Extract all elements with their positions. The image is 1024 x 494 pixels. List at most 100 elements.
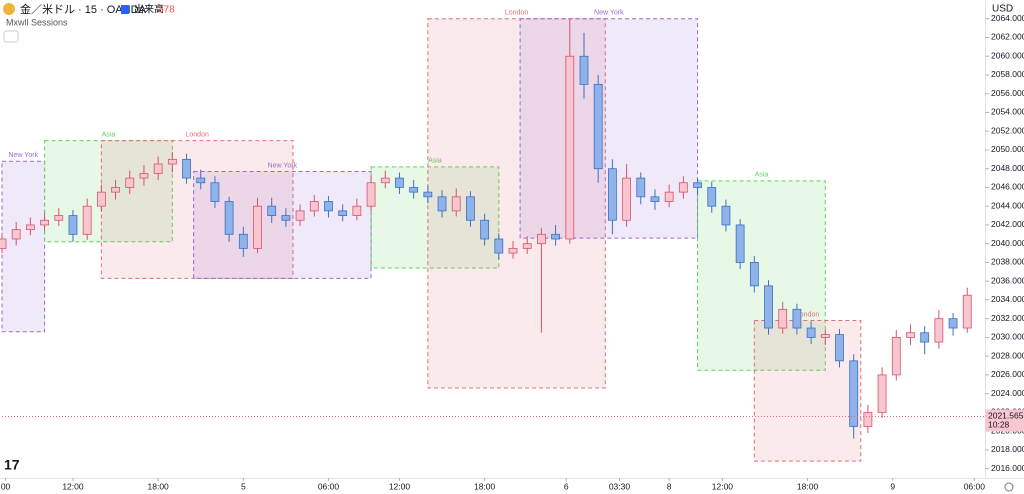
candle-body xyxy=(267,205,277,216)
candle-body xyxy=(82,205,92,235)
candle-body xyxy=(820,334,830,338)
candle-body xyxy=(835,334,844,362)
candle-body xyxy=(96,191,106,207)
candle-body xyxy=(607,168,617,221)
y-tick-label: 2044.000 xyxy=(991,200,1024,210)
session-box xyxy=(697,180,826,371)
candle-body xyxy=(707,187,717,207)
candle-body xyxy=(466,196,475,221)
candle-body xyxy=(295,210,305,221)
candle-body xyxy=(565,55,575,240)
candle-body xyxy=(224,201,234,235)
session-label: Asia xyxy=(428,158,442,165)
candle-body xyxy=(182,158,191,179)
x-tick-label: 6 xyxy=(564,481,569,491)
settings-icon[interactable] xyxy=(1004,482,1014,492)
candle-body xyxy=(366,182,376,207)
x-tick-label: 06:00 xyxy=(964,481,986,491)
candle-body xyxy=(806,327,816,338)
candle-body xyxy=(437,196,447,212)
candle-body xyxy=(749,262,759,287)
session-label: London xyxy=(186,131,209,138)
x-tick-label: 06:00 xyxy=(318,481,340,491)
candle-body xyxy=(111,187,120,193)
symbol: 金／米ドル · 15 · OANDA xyxy=(20,2,147,16)
candle-body xyxy=(281,215,291,221)
y-tick-label: 2034.000 xyxy=(991,294,1024,304)
candle-body xyxy=(324,201,333,212)
candle-body xyxy=(125,177,135,188)
x-tick-label: 18:00 xyxy=(474,481,496,491)
x-tick-label: 18:00 xyxy=(797,481,819,491)
candle-body xyxy=(309,201,319,212)
session-label: New York xyxy=(268,162,298,169)
session-label: Asia xyxy=(102,131,116,138)
y-tick-label: 2040.000 xyxy=(991,238,1024,248)
y-tick-label: 2052.000 xyxy=(991,125,1024,135)
x-tick-label: 12:00 xyxy=(389,481,411,491)
y-tick-label: 2018.000 xyxy=(991,444,1024,454)
candle-body xyxy=(395,177,404,188)
y-tick-label: 2046.000 xyxy=(991,182,1024,192)
candle-body xyxy=(778,308,788,329)
candle-body xyxy=(678,182,688,193)
candle-body xyxy=(636,177,646,198)
candle-body xyxy=(792,308,802,329)
session-label: London xyxy=(796,311,819,318)
y-tick-label: 2026.000 xyxy=(991,369,1024,379)
candle-body xyxy=(906,332,915,338)
candle-body xyxy=(920,332,930,343)
candle-body xyxy=(153,163,163,174)
candles xyxy=(0,18,972,439)
x-tick-label: 00 xyxy=(1,481,11,491)
x-tick-label: 9 xyxy=(890,481,895,491)
candle-body xyxy=(139,172,149,179)
volume-label: 出来高 xyxy=(134,3,164,16)
candle-body xyxy=(508,247,518,254)
symbol-icon xyxy=(3,3,15,15)
indicator-name: Mxwll Sessions xyxy=(6,17,68,27)
collapse-button[interactable] xyxy=(3,30,19,43)
x-tick-label: 03:30 xyxy=(609,481,631,491)
candle-body xyxy=(877,374,887,413)
candle-body xyxy=(494,238,504,254)
candle-body xyxy=(934,318,944,343)
candle-body xyxy=(849,360,859,427)
candle-body xyxy=(338,210,348,216)
session-box xyxy=(193,171,372,279)
candle-body xyxy=(948,318,958,329)
session-label: London xyxy=(505,10,528,17)
y-tick-label: 2058.000 xyxy=(991,69,1024,79)
candle-body xyxy=(196,177,206,184)
candle-body xyxy=(451,196,461,212)
candle-body xyxy=(579,55,589,85)
candle-body xyxy=(480,219,490,240)
candle-body xyxy=(650,196,660,202)
y-tick-label: 2050.000 xyxy=(991,144,1024,154)
session-box xyxy=(44,140,173,243)
candle-body xyxy=(593,83,603,170)
candle-body xyxy=(891,337,901,376)
session-label: New York xyxy=(594,10,624,17)
candle-body xyxy=(735,224,745,263)
y-tick-label: 2024.000 xyxy=(991,388,1024,398)
y-tick-label: 2038.000 xyxy=(991,257,1024,267)
session-label: New York xyxy=(9,152,39,159)
candle-body xyxy=(167,158,177,165)
candle-body xyxy=(40,219,49,226)
session-label: Asia xyxy=(755,172,769,179)
y-tick-label: 2056.000 xyxy=(991,88,1024,98)
candle-body xyxy=(721,205,731,226)
y-tick-label: 2042.000 xyxy=(991,219,1024,229)
candle-body xyxy=(664,191,674,202)
candle-body xyxy=(537,233,546,245)
flag-icon xyxy=(121,5,129,14)
y-tick-label: 2048.000 xyxy=(991,163,1024,173)
candle-body xyxy=(210,182,220,202)
candle-body xyxy=(352,205,362,216)
candle-body xyxy=(380,177,390,184)
y-tick-label: 2028.000 xyxy=(991,350,1024,360)
candle-body xyxy=(764,285,773,329)
x-tick-label: 5 xyxy=(241,481,246,491)
